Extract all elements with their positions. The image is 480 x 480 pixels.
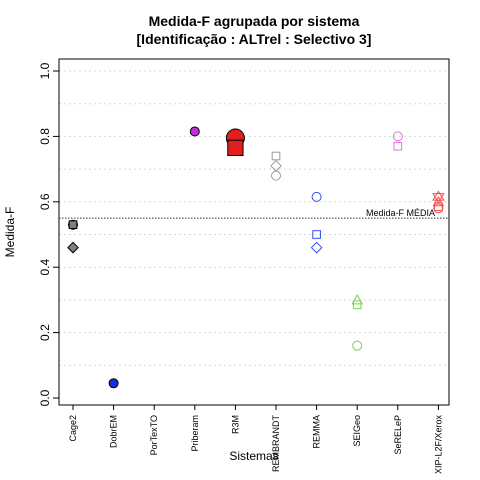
x-tick-label: R3M (230, 415, 240, 434)
x-axis-label: Sistemas (229, 449, 278, 463)
y-tick-label: 1.0 (38, 62, 52, 79)
point-star (432, 193, 445, 204)
y-axis: 0.0 0.2 0.4 0.6 0.8 1.0 (38, 62, 59, 406)
point-square (227, 139, 244, 156)
plot-frame (58, 58, 450, 406)
chart-title: Medida-F agrupada por sistema (149, 13, 360, 29)
point-triangle (432, 195, 445, 207)
x-tick-label: SEIGeo (352, 415, 362, 447)
chart-subtitle: [Identificação : ALTrel : Selectivo 3] (137, 31, 372, 47)
point-circle (108, 378, 119, 389)
x-tick-label: XIP-L2F/Xerox (433, 415, 443, 475)
y-axis-label: Medida-F (3, 207, 17, 258)
point-circle (271, 170, 281, 181)
y-tick-label: 0.0 (38, 389, 52, 406)
point-square (271, 151, 281, 161)
reference-line-label: Medida-F MÉDIA (366, 208, 435, 218)
x-tick-label: REMBRANDT (271, 415, 281, 473)
y-tick-label: 0.8 (38, 128, 52, 145)
y-tick-label: 0.2 (38, 324, 52, 341)
x-tick-label: REMMA (312, 415, 322, 449)
x-tick-label: SeRELeP (393, 415, 403, 455)
point-circle (189, 126, 200, 137)
x-tick-label: Cage2 (68, 415, 78, 442)
point-diamond (67, 241, 79, 254)
x-tick-label: DobrEM (109, 415, 119, 448)
point-triangle (351, 293, 363, 305)
point-diamond (310, 241, 323, 254)
reference-line-group: Medida-F MÉDIA (59, 208, 449, 219)
x-tick-label: PorTexTO (149, 415, 159, 455)
data-points (67, 126, 445, 389)
point-square (434, 202, 443, 212)
point-square (352, 300, 362, 310)
point-square (312, 230, 321, 239)
grid-lines (59, 70, 449, 366)
point-square (393, 141, 403, 151)
y-tick-label: 0.6 (38, 193, 52, 210)
point-star (432, 190, 445, 201)
point-circle (311, 191, 322, 202)
x-tick-label: Priberam (190, 415, 200, 452)
point-circle (392, 131, 403, 142)
point-circle (352, 340, 363, 351)
point-circle (433, 203, 444, 214)
y-tick-label: 0.4 (38, 259, 52, 276)
x-axis: Cage2 DobrEM PorTexTO Priberam R3M REMBRANDT R… (68, 405, 443, 474)
point-square (68, 220, 78, 230)
